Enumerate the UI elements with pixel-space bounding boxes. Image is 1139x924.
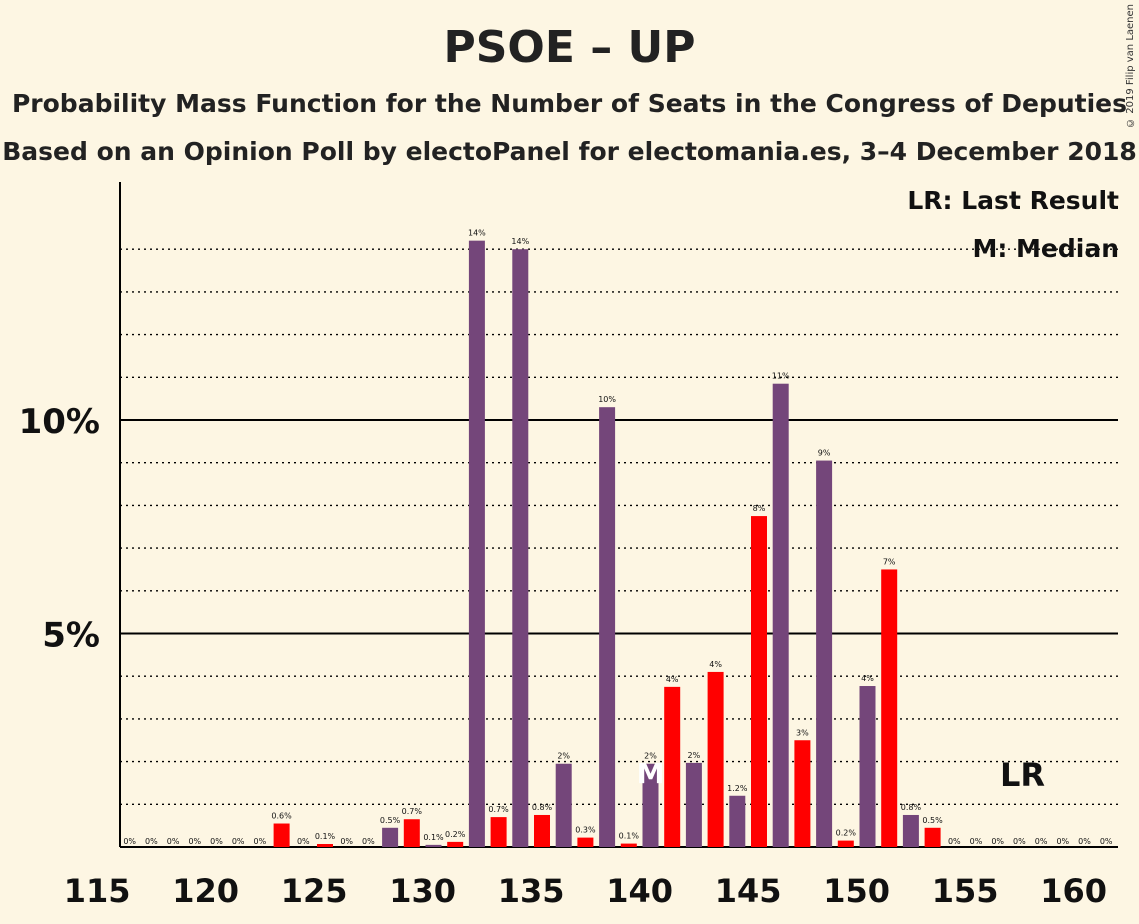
bar-value-label: 1.2% [727,784,748,793]
x-tick-label: 155 [932,872,999,910]
bar-value-label: 0% [210,837,223,846]
x-tick-label: 120 [172,872,239,910]
bar [924,827,941,847]
bar [729,795,746,847]
bar [772,383,789,847]
bar [577,837,594,847]
bar [490,817,507,847]
bar-value-label: 0% [254,837,267,846]
x-tick-label: 145 [715,872,782,910]
bar-value-label: 0.3% [575,826,596,835]
chart-source-subtitle: Based on an Opinion Poll by electoPanel … [2,137,1137,166]
bar-value-label: 10% [598,395,616,404]
bar [881,569,898,847]
bar-value-label: 2% [644,752,657,761]
bar-value-label: 0% [1078,837,1091,846]
bar-value-label: 11% [772,372,790,381]
bar-value-label: 0% [1056,837,1069,846]
x-tick-label: 125 [281,872,348,910]
bar-value-label: 0.8% [532,803,553,812]
bar [794,740,811,847]
bar [317,844,333,847]
bar [837,840,854,847]
legend-median: M: Median [972,234,1119,263]
bar-value-label: 0% [232,837,245,846]
legend-last-result: LR: Last Result [907,186,1119,215]
bar-value-label: 0% [1013,837,1026,846]
bar [273,823,290,847]
bar-value-label: 14% [511,237,529,246]
bar-value-label: 14% [468,229,486,238]
bar-value-label: 0.5% [922,816,943,825]
bar [707,671,724,847]
bar-value-label: 0.2% [836,829,857,838]
bar-value-label: 0.5% [380,816,401,825]
bar-value-label: 4% [861,674,874,683]
x-tick-label: 160 [1040,872,1107,910]
chart-subtitle: Probability Mass Function for the Number… [11,89,1128,118]
y-tick-label: 5% [42,616,100,656]
bar-value-label: 8% [753,504,766,513]
bar [751,516,767,847]
bar [685,762,702,847]
chart-title: PSOE – UP [443,22,696,73]
bar [599,407,616,847]
bar-value-label: 0% [188,837,201,846]
bar-value-label: 0% [948,837,961,846]
x-tick-label: 150 [823,872,890,910]
bar [555,763,572,847]
bar-value-label: 4% [709,660,722,669]
bar [447,841,464,847]
bar-value-label: 0% [167,837,180,846]
bar-value-label: 4% [666,675,679,684]
bar [902,814,919,847]
bar [816,460,833,847]
x-tick-label: 130 [389,872,456,910]
bar-value-label: 0% [297,837,310,846]
bar-value-label: 2% [557,752,570,761]
bar-value-label: 0% [145,837,158,846]
bar [425,844,442,847]
bar-value-label: 2% [688,751,701,760]
x-tick-label: 135 [498,872,565,910]
y-tick-label: 10% [19,402,100,442]
median-marker: M [637,757,665,790]
x-tick-label: 115 [64,872,131,910]
bar-value-label: 0.7% [488,805,509,814]
bar-value-label: 0.1% [423,833,444,842]
bar-value-label: 0% [362,837,375,846]
bar [382,827,399,847]
bar [403,819,420,847]
bar-value-label: 0.6% [271,812,292,821]
bar-value-label: 0.7% [402,807,423,816]
bar [512,249,529,847]
bar [664,686,681,847]
last-result-marker: LR [1000,756,1046,794]
bar [859,686,876,847]
bar-value-label: 3% [796,728,809,737]
bar-value-label: 0% [340,837,353,846]
bar [620,843,637,847]
bar-value-label: 0% [123,837,136,846]
bar [468,240,485,847]
bar-value-label: 9% [818,449,831,458]
bar-value-label: 0.8% [901,803,922,812]
bar-value-label: 0% [970,837,983,846]
bar-value-label: 7% [883,557,896,566]
bar-value-label: 0% [991,837,1004,846]
bar-value-label: 0% [1035,837,1048,846]
bar [642,763,659,847]
x-tick-label: 140 [606,872,673,910]
bar-value-label: 0% [1100,837,1113,846]
bar-value-label: 0.2% [445,830,466,839]
bar-value-label: 0.1% [315,832,336,841]
bar-value-label: 0.1% [619,832,640,841]
bar [534,814,550,847]
